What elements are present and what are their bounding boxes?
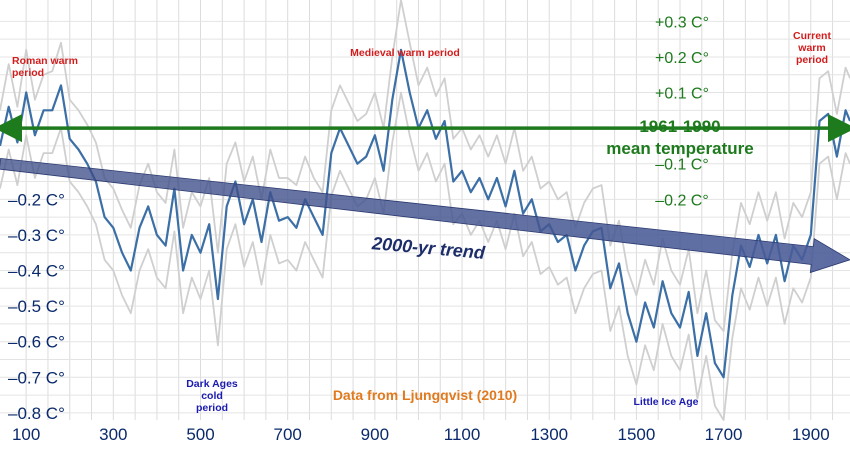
y-tick-label-left: –0.6 C°	[8, 333, 65, 352]
current-warm-label-1: Current	[793, 30, 831, 42]
y-tick-label-left: –0.2 C°	[8, 190, 65, 209]
y-tick-label-right: –0.1 C°	[655, 157, 709, 174]
x-tick-label: 1900	[792, 425, 830, 444]
x-tick-label: 700	[274, 425, 302, 444]
y-axis-right-ticks: +0.3 C° +0.2 C° +0.1 C° –0.1 C° –0.2 C°	[655, 14, 709, 209]
medieval-warm-label: Medieval warm period	[350, 47, 460, 59]
y-tick-label-left: –0.8 C°	[8, 404, 65, 423]
reference-label-period: 1961-1990	[639, 117, 720, 136]
dark-ages-label-2: cold	[201, 390, 223, 402]
trend-arrow	[0, 157, 850, 274]
y-tick-label-right: –0.2 C°	[655, 192, 709, 209]
y-axis-left-ticks: –0.2 C° –0.3 C° –0.4 C° –0.5 C° –0.6 C° –0.7 …	[8, 190, 65, 423]
x-tick-label: 300	[99, 425, 127, 444]
dark-ages-label-1: Dark Ages	[186, 378, 238, 390]
dark-ages-label-3: period	[196, 402, 228, 414]
x-tick-label: 100	[12, 425, 40, 444]
y-tick-label-right: +0.2 C°	[655, 50, 709, 67]
x-axis-ticks: 100 300 500 700 900 1100 1300 1500 1700 1900	[12, 425, 830, 444]
y-tick-label-left: –0.7 C°	[8, 368, 65, 387]
x-tick-label: 1500	[617, 425, 655, 444]
y-tick-label-right: +0.3 C°	[655, 14, 709, 31]
grid	[0, 0, 850, 420]
series-line-uncertainty	[0, 91, 850, 421]
x-tick-label: 1100	[444, 425, 481, 444]
roman-warm-label-1: Roman warm	[12, 55, 78, 67]
y-tick-label-left: –0.3 C°	[8, 226, 65, 245]
little-ice-age-label: Little Ice Age	[634, 396, 699, 408]
x-tick-label: 1300	[530, 425, 568, 444]
current-warm-label-3: period	[796, 54, 828, 66]
y-tick-label-left: –0.4 C°	[8, 262, 65, 281]
x-tick-label: 500	[186, 425, 214, 444]
roman-warm-label-2: period	[12, 67, 44, 79]
y-tick-label-left: –0.5 C°	[8, 297, 65, 316]
x-tick-label: 900	[361, 425, 389, 444]
series-line-mean	[0, 48, 850, 379]
y-tick-label-right: +0.1 C°	[655, 86, 709, 103]
source-label: Data from Ljungqvist (2010)	[333, 387, 517, 403]
reference-label-text: mean temperature	[606, 139, 753, 158]
x-tick-label: 1700	[705, 425, 743, 444]
current-warm-label-2: warm	[797, 42, 825, 54]
